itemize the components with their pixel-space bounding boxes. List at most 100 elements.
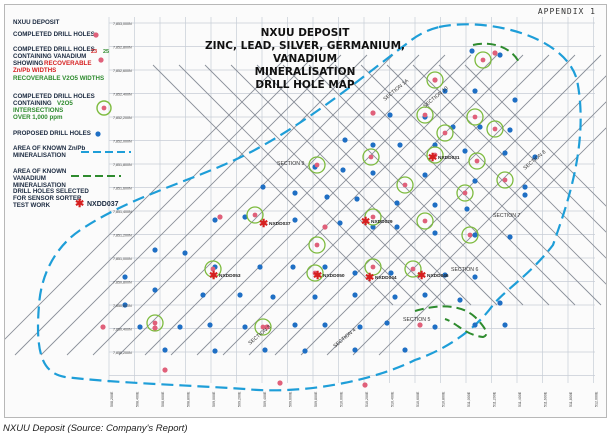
northing-label: 7,850,200N — [113, 351, 132, 355]
map-grid — [108, 17, 595, 383]
proposed-drill-hole — [370, 224, 376, 230]
legend-sorter-asterisk-icon: ✱ — [75, 198, 85, 210]
vanadium-mineralisation-boundary-north — [472, 42, 521, 66]
proposed-drill-hole — [370, 142, 376, 148]
proposed-drill-hole — [432, 142, 438, 148]
vanadium-intersection-ring — [496, 171, 514, 189]
completed-drill-hole — [492, 50, 498, 56]
completed-drill-hole — [252, 212, 258, 218]
section-line — [118, 54, 420, 356]
vanadium-intersection-ring — [308, 156, 326, 174]
section-label: SECTION 6 — [451, 267, 478, 273]
section-line — [326, 75, 606, 356]
proposed-drill-hole — [352, 347, 358, 353]
proposed-drill-hole — [512, 97, 518, 103]
vanadium-intersection-ring — [426, 146, 444, 164]
section-line — [196, 54, 498, 356]
easting-label: 508,800E — [187, 391, 191, 407]
proposed-drill-hole — [340, 167, 346, 173]
proposed-drill-hole — [122, 274, 128, 280]
proposed-drill-hole — [207, 322, 213, 328]
legend-v2o5-symbol — [96, 100, 112, 116]
vanadium-intersection-ring — [254, 318, 272, 336]
proposed-drill-hole — [200, 292, 206, 298]
section-label: SECTION 5 — [403, 317, 430, 323]
proposed-drill-hole — [290, 264, 296, 270]
proposed-drill-hole — [422, 292, 428, 298]
proposed-drill-hole — [394, 200, 400, 206]
proposed-drill-hole — [292, 217, 298, 223]
section-line — [170, 54, 472, 356]
northing-label: 7,850,400N — [113, 328, 132, 332]
section-line — [40, 54, 342, 356]
proposed-drill-hole — [432, 324, 438, 330]
legend-znpb-area-line2: MINERALISATION — [13, 152, 66, 159]
vanadium-intersection-ring — [308, 236, 326, 254]
proposed-drill-hole — [432, 202, 438, 208]
proposed-drill-hole — [370, 170, 376, 176]
proposed-drill-hole — [457, 297, 463, 303]
proposed-drill-hole — [212, 217, 218, 223]
completed-drill-hole — [277, 380, 283, 386]
section-line — [5, 54, 290, 340]
easting-label: 509,800E — [314, 391, 318, 407]
legend-proposed: PROPOSED DRILL HOLES — [13, 130, 91, 137]
completed-drill-hole — [432, 77, 438, 83]
section-label: SECTION 9 — [277, 161, 304, 167]
section-line — [438, 64, 606, 233]
hole-label: NXDD029 — [371, 219, 393, 225]
northing-label: 7,852,600N — [113, 69, 132, 73]
legend-recoverable: RECOVERABLE — [44, 60, 92, 67]
proposed-drill-hole — [357, 324, 363, 330]
section-label: SECTION 7 — [493, 213, 520, 219]
completed-drill-hole — [322, 224, 328, 230]
completed-drill-hole — [314, 162, 320, 168]
proposed-drill-hole — [507, 234, 513, 240]
northing-label: 7,850,800N — [113, 281, 132, 285]
proposed-drill-hole — [324, 194, 330, 200]
easting-label: 511,200E — [493, 391, 497, 407]
completed-drill-hole — [442, 130, 448, 136]
section-line — [92, 54, 394, 356]
northing-label: 7,851,800N — [113, 163, 132, 167]
northing-label: 7,852,800N — [113, 46, 132, 50]
completed-drill-hole — [462, 190, 468, 196]
legend-v2o5-line4: OVER 1,000 ppm — [13, 114, 63, 121]
vanadium-intersection-ring — [396, 176, 414, 194]
vanadium-intersection-ring — [404, 260, 422, 278]
northing-label: 7,851,200N — [113, 234, 132, 238]
proposed-drill-hole — [322, 264, 328, 270]
legend-v2o5-line3: INTERSECTIONS — [13, 107, 64, 114]
legend-znpb-widths: Zn/Pb WIDTHS — [13, 67, 57, 74]
proposed-drill-hole — [387, 112, 393, 118]
proposed-drill-hole — [302, 348, 308, 354]
proposed-drill-hole — [402, 347, 408, 353]
completed-drill-hole — [410, 266, 416, 272]
easting-label: 508,400E — [136, 391, 140, 407]
legend-showing: SHOWING — [13, 60, 44, 67]
section-line — [360, 64, 602, 306]
section-line — [222, 54, 524, 356]
figure-caption: NXUU Deposit (Source: Company's Report) — [3, 423, 188, 434]
proposed-drill-hole — [497, 52, 503, 58]
legend-v-area-symbol — [71, 175, 121, 177]
legend-sorter-line3: TEST WORK — [13, 202, 51, 209]
proposed-drill-hole — [352, 270, 358, 276]
vanadium-intersection-ring — [362, 148, 380, 166]
drill-holes — [100, 48, 538, 388]
legend-completed-symbol — [93, 32, 99, 38]
completed-drill-hole — [492, 126, 498, 132]
sensor-sorter-icon: ✱ — [209, 270, 218, 282]
proposed-drill-hole — [182, 250, 188, 256]
northing-label: 7,851,000N — [113, 257, 132, 261]
sensor-sorter-icon: ✱ — [428, 152, 437, 164]
proposed-drill-hole — [342, 137, 348, 143]
section-line — [66, 54, 368, 356]
completed-drill-hole — [402, 182, 408, 188]
section-line — [144, 54, 446, 356]
legend-completed: COMPLETED DRILL HOLES — [13, 31, 95, 38]
section-line — [248, 54, 550, 356]
completed-drill-hole — [432, 152, 438, 158]
proposed-drill-hole — [260, 184, 266, 190]
completed-drill-hole — [422, 112, 428, 118]
